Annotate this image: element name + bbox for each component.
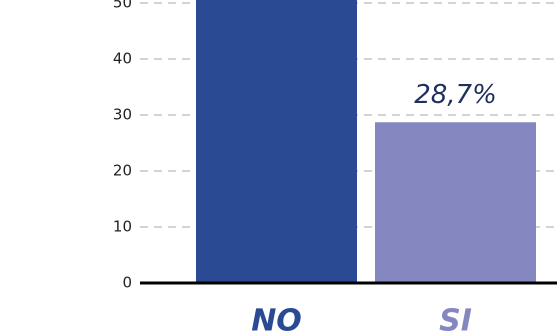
y-tick-label: 20 — [113, 162, 132, 180]
x-tick-label: SI — [439, 304, 472, 333]
bar — [196, 0, 357, 283]
y-tick-label: 10 — [113, 218, 132, 236]
y-tick-label: 30 — [113, 106, 132, 124]
y-tick-label: 0 — [122, 274, 132, 292]
x-tick-label: NO — [251, 304, 302, 333]
y-tick-label: 40 — [113, 50, 132, 68]
y-tick-label: 50 — [113, 0, 132, 12]
bar — [375, 122, 536, 283]
value-label: 28,7% — [414, 80, 497, 110]
